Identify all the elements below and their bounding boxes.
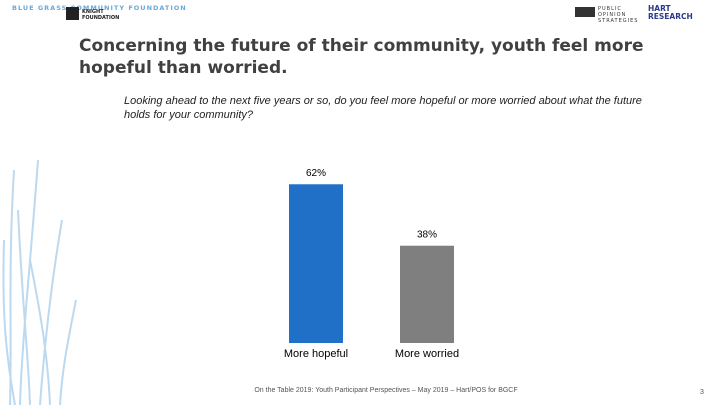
logo-text: PUBLIC OPINION STRATEGIES — [598, 6, 639, 24]
logo-text: BLUE GRASS COMMUNITY FOUNDATION — [12, 4, 187, 12]
logo-icon — [66, 7, 79, 20]
bar — [289, 184, 343, 343]
logo-text: KNIGHT FOUNDATION — [82, 9, 120, 21]
value-label: 38% — [417, 229, 437, 240]
bar — [400, 245, 454, 343]
logo-text: HART RESEARCH — [648, 4, 693, 21]
logo-icon — [575, 7, 595, 17]
value-label: 62% — [306, 168, 326, 179]
chart: 62% More hopeful 38% More worried — [284, 168, 459, 360]
question-text: Looking ahead to the next five years or … — [124, 95, 642, 121]
page-number: 3 — [700, 389, 704, 396]
slide-title: Concerning the future of their community… — [79, 36, 644, 78]
footer: On the Table 2019: Youth Participant Per… — [254, 387, 518, 394]
category-label: More hopeful — [284, 348, 348, 360]
grass-decoration — [2, 159, 77, 405]
category-label: More worried — [395, 348, 459, 360]
